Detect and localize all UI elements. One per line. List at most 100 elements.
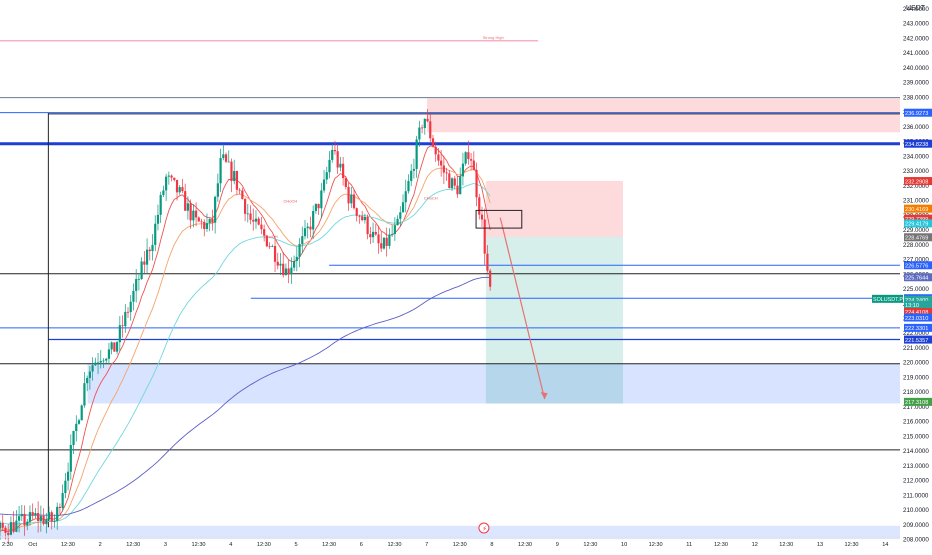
candle-body	[91, 365, 94, 372]
price-tick-label: 240.0000	[903, 65, 929, 72]
candle-body	[464, 152, 467, 164]
candle-body	[170, 175, 173, 178]
price-tick-label: 228.0000	[903, 242, 929, 249]
price-tick-label: 213.0000	[903, 463, 929, 470]
candle-body	[478, 197, 481, 215]
candle-body	[382, 237, 386, 249]
candle-body	[214, 196, 217, 223]
candle-body	[241, 190, 244, 199]
price-tick-label: 208.0000	[903, 537, 929, 544]
price-tag	[904, 204, 932, 213]
time-tick-label: 14	[882, 542, 888, 548]
time-tick-label: 4	[229, 542, 232, 548]
candle-body	[263, 229, 266, 236]
candle-body	[350, 194, 353, 204]
time-tick-label: 12:30	[61, 542, 75, 548]
candle-body	[31, 512, 34, 516]
time-tick-label: 8	[490, 542, 493, 548]
price-tick-label: 244.0000	[903, 6, 929, 13]
candle-body	[434, 146, 437, 155]
candle-body	[165, 176, 168, 191]
candle-body	[58, 506, 62, 508]
candle-body	[86, 377, 89, 384]
time-tick-label: 12:30	[714, 542, 728, 548]
candle-body	[260, 224, 263, 230]
price-tag	[904, 261, 932, 270]
candle-body	[96, 362, 100, 364]
candle-body	[208, 218, 211, 224]
price-tag-label: 221.5357	[905, 338, 928, 344]
symbol-tag-label: SOLUSDT.P	[873, 297, 903, 303]
candle-body	[75, 423, 78, 431]
candle-body	[336, 151, 339, 168]
entry-box	[475, 209, 523, 229]
projection-arrow	[499, 217, 546, 400]
price-tick-label: 242.0000	[903, 35, 929, 42]
candle-body	[475, 169, 478, 198]
candle-body	[429, 121, 432, 139]
candle-body	[7, 532, 10, 535]
candle-body	[42, 515, 45, 525]
price-tick-label: 209.0000	[903, 522, 929, 529]
time-tick-label: 9	[556, 542, 559, 548]
candle-body	[361, 216, 364, 221]
candle-body	[224, 154, 228, 162]
candle-body	[472, 160, 475, 170]
candle-body	[72, 430, 75, 446]
candle-body	[268, 246, 271, 248]
candle-body	[151, 244, 154, 252]
candle-body	[388, 234, 391, 246]
candle-body	[339, 163, 342, 168]
moving-average-line	[0, 276, 491, 516]
price-tags-layer: 236.9273234.8238232.2908230.4169229.7399…	[872, 108, 932, 406]
candle-body	[64, 480, 67, 494]
candle-body	[273, 246, 277, 262]
candle-body	[37, 513, 40, 521]
candle-body	[420, 127, 424, 129]
candle-body	[80, 405, 83, 421]
candle-body	[102, 360, 105, 362]
candle-body	[105, 358, 108, 361]
candle-body	[145, 249, 149, 265]
candle-body	[317, 203, 320, 209]
candle-body	[306, 226, 309, 229]
candle-body	[410, 170, 413, 181]
candle-body	[45, 519, 48, 525]
candle-body	[216, 183, 219, 197]
candle-body	[1, 522, 4, 528]
candle-body	[426, 118, 429, 122]
price-tick-label: 238.0000	[903, 94, 929, 101]
candle-body	[480, 214, 484, 220]
candle-body	[418, 127, 421, 140]
annotation-label: CHoCH	[283, 199, 297, 204]
candle-body	[200, 221, 203, 223]
candle-body	[377, 234, 380, 244]
price-tick-label: 217.0000	[903, 404, 929, 411]
price-tick-label: 220.0000	[903, 360, 929, 367]
take-profit-zone	[485, 236, 623, 404]
candle-body	[445, 172, 448, 174]
moving-average-line	[0, 167, 491, 531]
candle-body	[137, 278, 140, 280]
candle-body	[56, 506, 59, 521]
candle-body	[4, 527, 7, 533]
candle-body	[99, 360, 102, 363]
time-tick-label: 5	[295, 542, 298, 548]
candle-body	[279, 263, 282, 266]
price-tag	[904, 273, 932, 282]
candle-body	[358, 215, 361, 217]
price-tick-label: 231.0000	[903, 198, 929, 205]
candle-body	[399, 212, 402, 219]
annotation-label: CHoCH	[424, 196, 438, 201]
candle-body	[380, 243, 383, 249]
candle-body	[124, 311, 127, 327]
candle-body	[412, 168, 416, 171]
candle-body	[211, 218, 214, 223]
price-tag	[904, 397, 932, 406]
candle-body	[113, 342, 116, 352]
time-tick-label: 12	[752, 542, 758, 548]
price-tag-label: 222.3301	[905, 326, 928, 332]
candle-body	[53, 520, 56, 522]
